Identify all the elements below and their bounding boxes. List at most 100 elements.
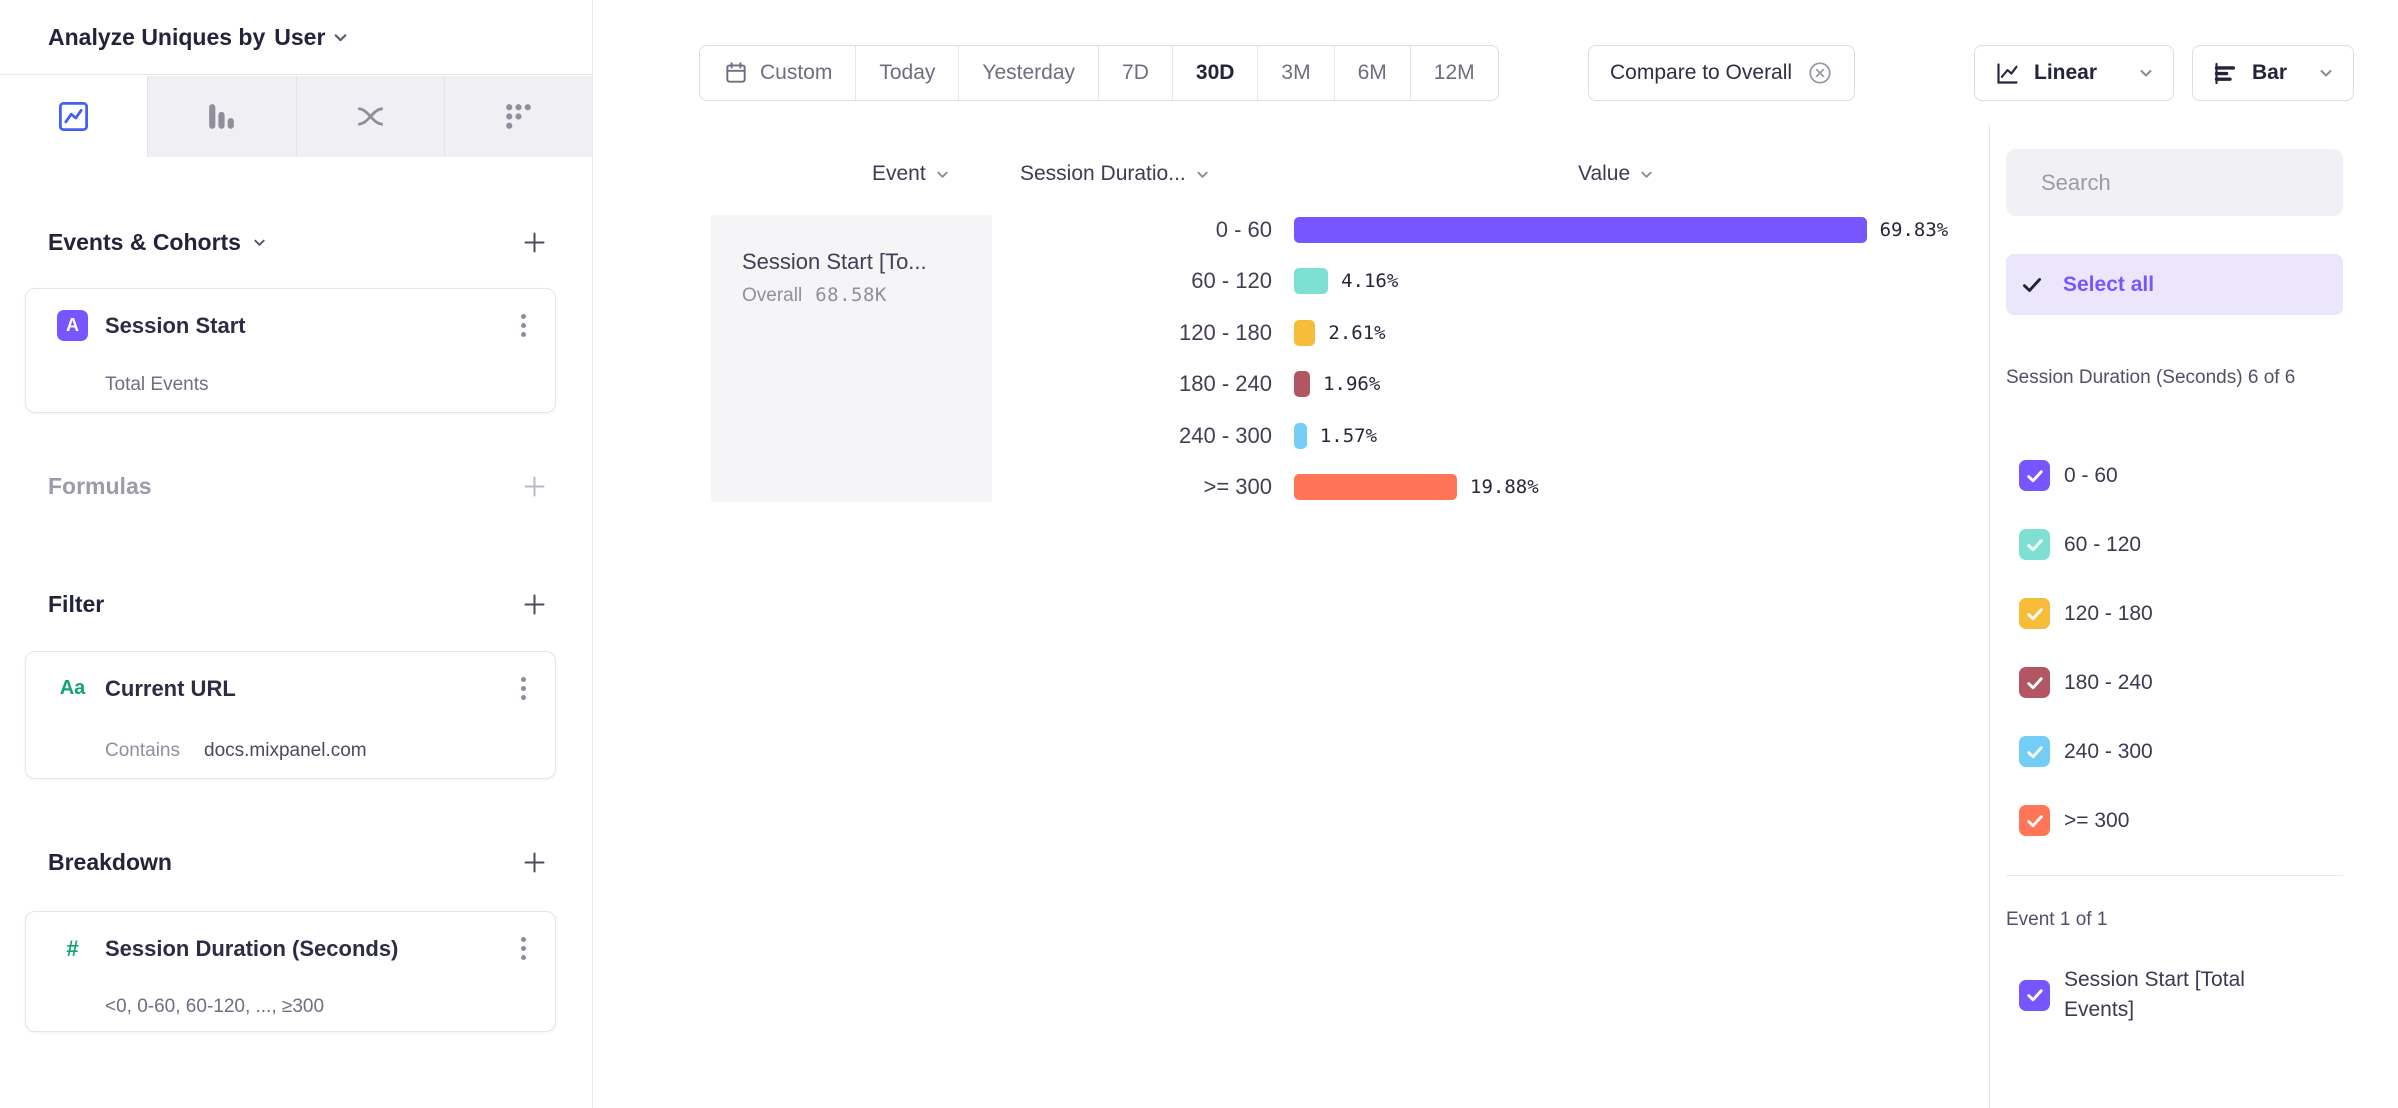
kebab-menu-icon[interactable]	[517, 309, 530, 342]
tab-insights[interactable]	[0, 76, 149, 157]
event-card-title: Session Start	[105, 312, 246, 338]
tab-funnels[interactable]	[148, 76, 297, 157]
chevron-down-icon	[335, 33, 347, 41]
breakdown-card-session-duration[interactable]: # Session Duration (Seconds) <0, 0-60, 6…	[25, 911, 556, 1032]
breakdown-buckets[interactable]: <0, 0-60, 60-120, ..., ≥300	[105, 996, 325, 1017]
date-range-today[interactable]: Today	[855, 46, 959, 100]
bar-segment[interactable]	[1294, 268, 1329, 295]
event-card-session-start[interactable]: A Session Start Total Events	[25, 288, 556, 413]
date-range-yesterday[interactable]: Yesterday	[958, 46, 1099, 100]
segment-row[interactable]: 60 - 120	[2006, 510, 2376, 579]
bar-rows: 0 - 60 69.83% 60 - 120 4.16% 120 - 180 2.61% 1…	[594, 204, 1948, 513]
bar-value-label: 1.57%	[1319, 424, 1378, 447]
analysis-unit-select[interactable]: User	[274, 24, 349, 51]
checkmark-icon	[2026, 607, 2043, 620]
chevron-down-icon	[2140, 70, 2152, 77]
bar-segment[interactable]	[1294, 216, 1867, 243]
scale-value: Linear	[2034, 61, 2098, 84]
segment-checkbox[interactable]	[2019, 667, 2050, 698]
segment-checkbox[interactable]	[2019, 529, 2050, 560]
column-header-event[interactable]: Event	[872, 162, 950, 186]
plus-icon	[524, 851, 545, 873]
segment-list: 0 - 60 60 - 120 120 - 180 180 - 240 240 - 30…	[2006, 441, 2376, 855]
event-item-checkbox[interactable]	[2019, 979, 2050, 1011]
select-all-toggle[interactable]: Select all	[2006, 254, 2343, 315]
filter-section-header: Filter	[48, 584, 548, 624]
scale-select-linear[interactable]: Linear	[1974, 45, 2174, 101]
filter-card-title: Current URL	[105, 675, 236, 701]
compare-to-overall-button[interactable]: Compare to Overall	[1588, 45, 1856, 101]
column-header-breakdown[interactable]: Session Duratio...	[1020, 162, 1210, 186]
bar-row: 240 - 300 1.57%	[594, 410, 1948, 462]
analysis-unit-value: User	[274, 23, 326, 50]
segment-label: 240 - 300	[2064, 739, 2153, 763]
checkmark-icon	[2026, 745, 2043, 758]
checkmark-icon	[2022, 277, 2042, 292]
chart-type-value: Bar	[2252, 61, 2288, 84]
add-formula-button[interactable]	[521, 473, 548, 500]
add-filter-button[interactable]	[521, 591, 548, 618]
breakdown-card-title: Session Duration (Seconds)	[105, 935, 399, 961]
bar-segment[interactable]	[1294, 319, 1316, 346]
segment-checkbox[interactable]	[2019, 598, 2050, 629]
bar-segment[interactable]	[1294, 422, 1307, 449]
date-range-3m[interactable]: 3M	[1257, 46, 1334, 100]
formulas-section-title: Formulas	[48, 472, 152, 499]
checkmark-icon	[2026, 814, 2043, 827]
event-letter-badge: A	[57, 310, 88, 341]
breakdown-group-label: Session Duration (Seconds) 6 of 6	[2006, 367, 2296, 388]
add-breakdown-button[interactable]	[521, 849, 548, 876]
segment-row[interactable]: 180 - 240	[2006, 648, 2376, 717]
funnels-tab-icon	[209, 104, 235, 129]
segment-checkbox[interactable]	[2019, 460, 2050, 491]
bar-category-label: 0 - 60	[1215, 216, 1272, 242]
segment-legend-panel: Select all Session Duration (Seconds) 6 …	[1989, 125, 2398, 1108]
tab-retention[interactable]	[445, 76, 592, 157]
column-header-value[interactable]: Value	[1578, 162, 1654, 186]
tab-flows[interactable]	[297, 76, 445, 157]
overall-label: Overall	[742, 285, 803, 306]
date-range-7d[interactable]: 7D	[1098, 46, 1172, 100]
bar-category-label: 60 - 120	[1191, 268, 1272, 294]
event-row-cell[interactable]: Session Start [To... Overall 68.58K	[711, 215, 992, 502]
select-all-label: Select all	[2063, 272, 2155, 296]
date-range-30d[interactable]: 30D	[1171, 46, 1258, 100]
kebab-menu-icon[interactable]	[517, 672, 530, 705]
segment-row[interactable]: >= 300	[2006, 786, 2376, 855]
event-item-row[interactable]: Session Start [Total Events]	[2006, 960, 2376, 1030]
events-section-title[interactable]: Events & Cohorts	[48, 229, 267, 256]
date-range-12m[interactable]: 12M	[1409, 46, 1498, 100]
bar-value-label: 19.88%	[1470, 476, 1539, 499]
segment-checkbox[interactable]	[2019, 736, 2050, 767]
filter-card-current-url[interactable]: Aa Current URL Contains docs.mixpanel.co…	[25, 651, 556, 779]
kebab-menu-icon[interactable]	[517, 932, 530, 965]
segment-row[interactable]: 120 - 180	[2006, 579, 2376, 648]
bar-row: 0 - 60 69.83%	[594, 204, 1948, 256]
bar-row: >= 300 19.88%	[594, 462, 1948, 514]
segment-checkbox[interactable]	[2019, 805, 2050, 836]
segment-row[interactable]: 0 - 60	[2006, 441, 2376, 510]
calendar-icon	[726, 62, 746, 83]
add-event-button[interactable]	[521, 229, 548, 256]
bar-category-label: 240 - 300	[1179, 422, 1272, 448]
date-range-6m[interactable]: 6M	[1333, 46, 1410, 100]
checkmark-icon	[2026, 676, 2043, 689]
event-group-label: Event 1 of 1	[2006, 909, 2108, 930]
filter-value: docs.mixpanel.com	[204, 740, 367, 761]
date-range-custom[interactable]: Custom	[700, 46, 856, 100]
bar-row: 120 - 180 2.61%	[594, 307, 1948, 359]
search-input[interactable]	[2041, 169, 2329, 196]
bar-segment[interactable]	[1294, 474, 1458, 501]
event-item-list: Session Start [Total Events]	[2006, 960, 2376, 1030]
event-counting-method[interactable]: Total Events	[105, 374, 209, 395]
segment-search[interactable]	[2006, 149, 2343, 216]
segment-row[interactable]: 240 - 300	[2006, 717, 2376, 786]
bar-segment[interactable]	[1294, 371, 1311, 398]
filter-condition[interactable]: Contains docs.mixpanel.com	[105, 740, 367, 762]
dismiss-circle-icon[interactable]	[1807, 60, 1833, 86]
bar-value-label: 4.16%	[1341, 270, 1399, 293]
formulas-section-header: Formulas	[48, 466, 548, 506]
chart-type-select-bar[interactable]: Bar	[2192, 45, 2354, 101]
plus-icon	[524, 593, 545, 615]
query-builder-body: Events & Cohorts A Session Start Total E…	[0, 157, 592, 1108]
